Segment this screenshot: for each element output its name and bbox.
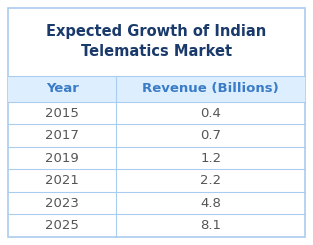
Text: 2019: 2019 [45, 152, 79, 165]
Text: 1.2: 1.2 [200, 152, 221, 165]
Text: Year: Year [46, 82, 79, 95]
Text: 4.8: 4.8 [200, 197, 221, 210]
Text: 2.2: 2.2 [200, 174, 221, 187]
Text: 2023: 2023 [45, 197, 79, 210]
Text: Revenue (Billions): Revenue (Billions) [142, 82, 279, 95]
Text: 2025: 2025 [45, 219, 79, 232]
Text: Expected Growth of Indian
Telematics Market: Expected Growth of Indian Telematics Mar… [46, 24, 267, 59]
Text: 2021: 2021 [45, 174, 79, 187]
Text: 8.1: 8.1 [200, 219, 221, 232]
Text: 2017: 2017 [45, 129, 79, 142]
Text: 0.7: 0.7 [200, 129, 221, 142]
Text: 2015: 2015 [45, 107, 79, 120]
Bar [8, 75, 305, 102]
Text: 0.4: 0.4 [200, 107, 221, 120]
